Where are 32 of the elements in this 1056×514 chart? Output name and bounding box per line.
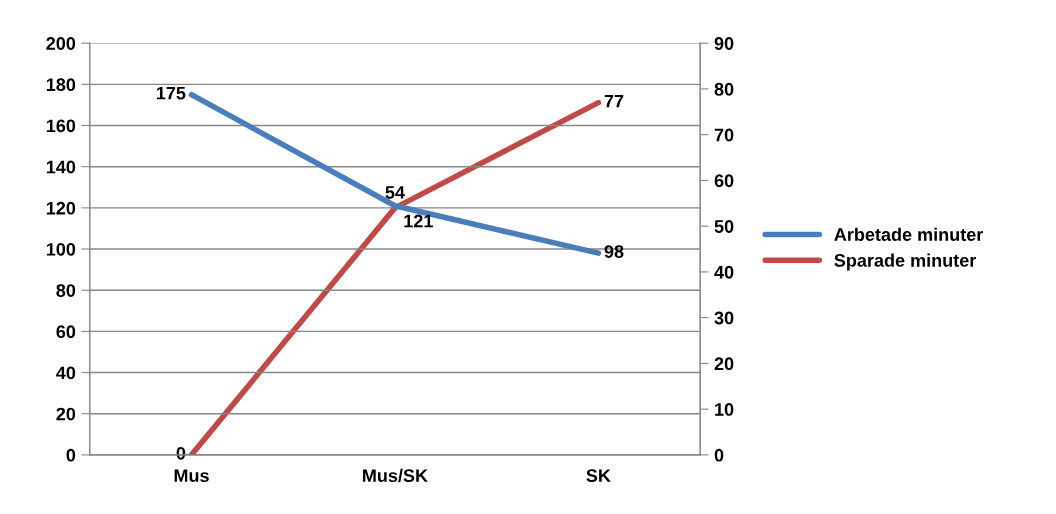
y2-tick-label: 90 [714, 37, 734, 50]
data-label: 54 [385, 186, 405, 199]
y-tick-label: 120 [46, 201, 76, 215]
y2-tick-label: 40 [714, 265, 734, 279]
x-tick-label: Mus/SK [363, 468, 428, 483]
y2-tick-label: 20 [714, 357, 734, 371]
y-tick-label: 100 [46, 242, 76, 256]
data-label: 77 [604, 94, 624, 108]
y2-tick-label: 30 [714, 311, 734, 325]
legend-label: Sparade minuter [834, 253, 977, 271]
data-label: 121 [404, 214, 433, 228]
y-tick-label: 140 [46, 160, 76, 174]
data-label: 0 [176, 446, 186, 460]
y-tick-label: 80 [56, 284, 76, 297]
y-tick-label: 160 [46, 119, 76, 133]
x-tick-label: Mus [174, 469, 209, 483]
data-label: 175 [156, 86, 186, 100]
y-tick-label: 40 [56, 366, 76, 380]
y-tick-label: 60 [56, 325, 76, 339]
y2-tick-label: 50 [714, 220, 734, 233]
y2-tick-label: 0 [714, 448, 724, 462]
y-tick-label: 0 [66, 448, 76, 462]
y2-tick-label: 60 [714, 174, 734, 188]
x-tick-label: SK [586, 469, 611, 483]
y-tick-label: 200 [46, 37, 76, 50]
y2-tick-label: 80 [714, 82, 734, 96]
data-label: 98 [604, 245, 624, 258]
y-tick-label: 20 [56, 407, 76, 421]
y-tick-label: 180 [46, 78, 76, 92]
y2-tick-label: 70 [714, 128, 734, 142]
y2-tick-label: 10 [715, 403, 734, 416]
legend-label: Arbetade minuter [834, 227, 984, 241]
